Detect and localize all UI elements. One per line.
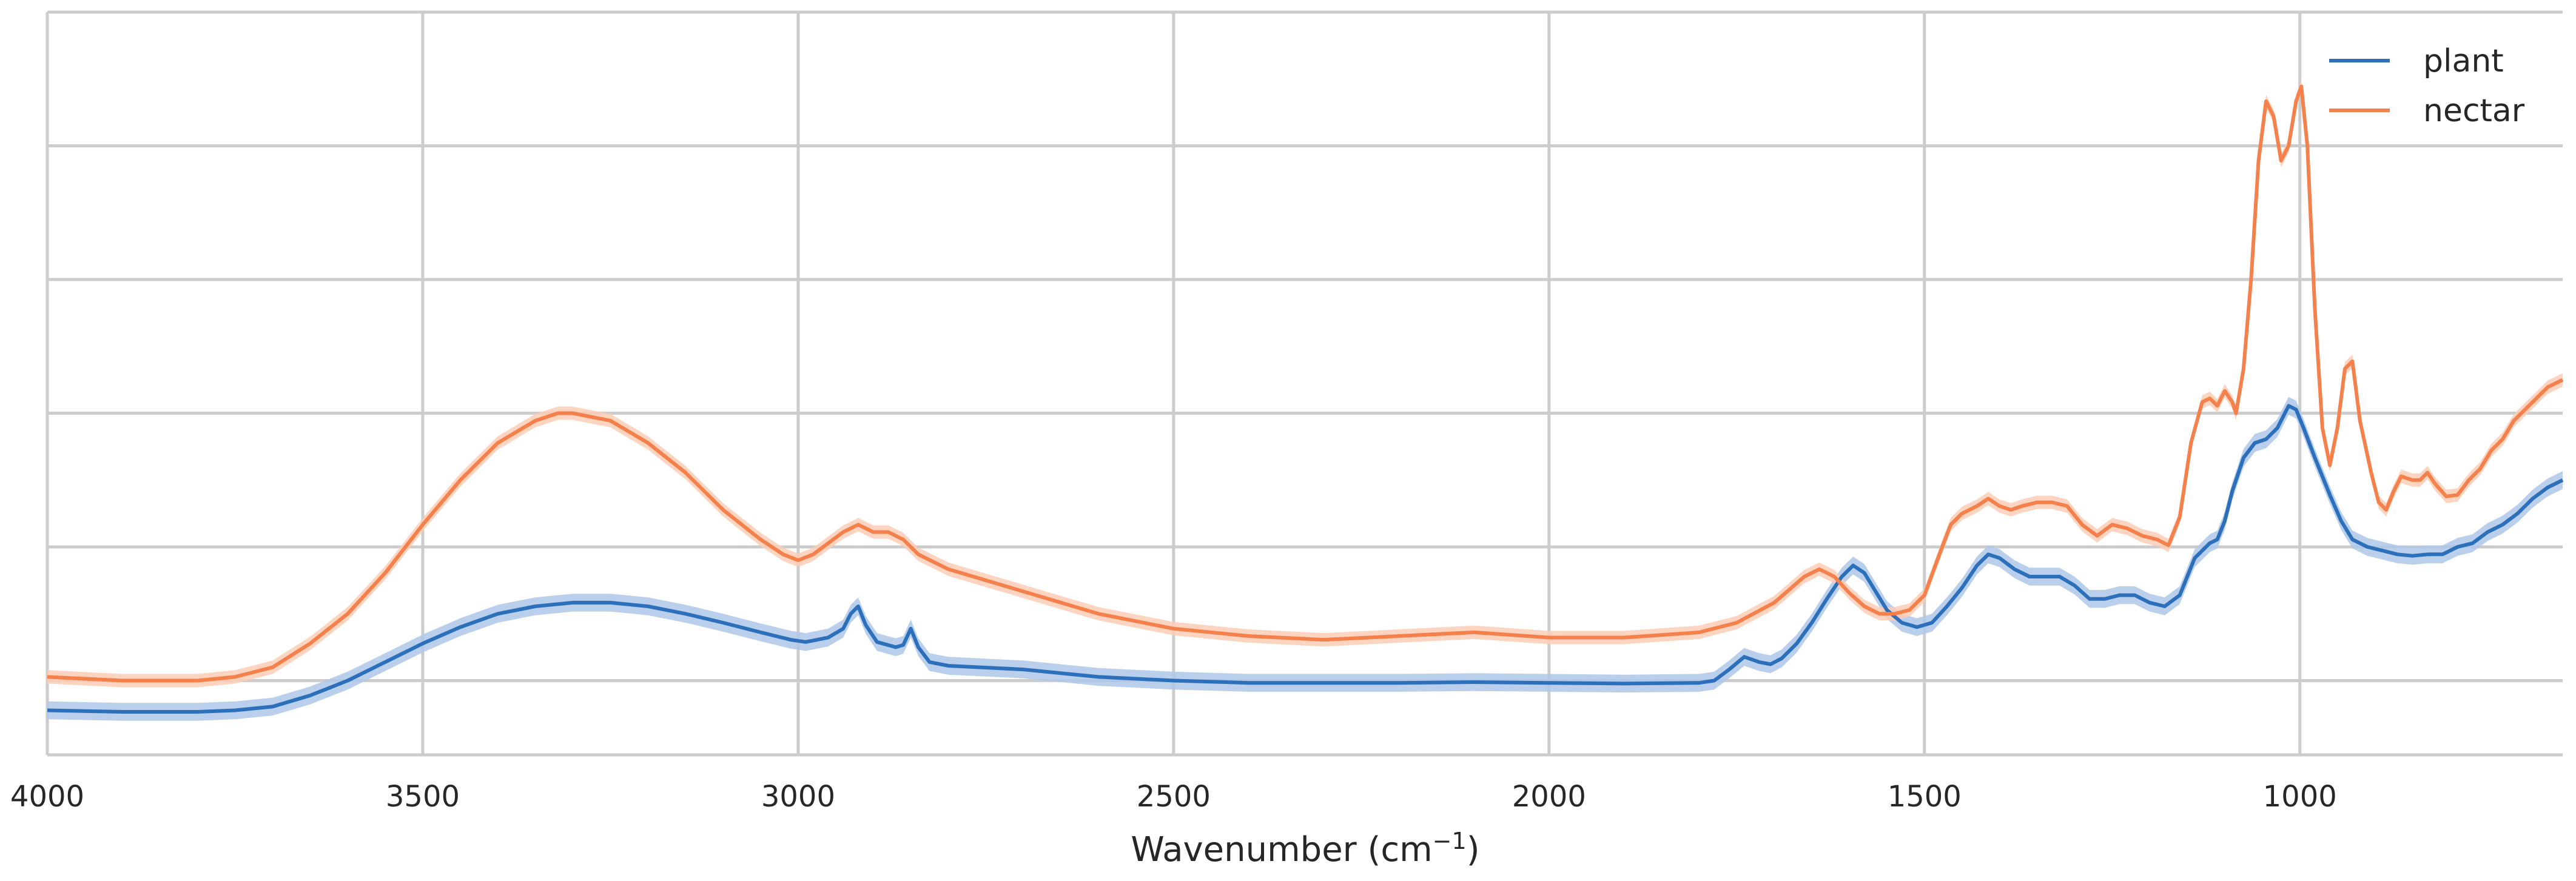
x-tick-label: 2000 xyxy=(1512,780,1586,814)
x-axis-label-superscript: −1 xyxy=(1433,828,1467,854)
legend: plant nectar xyxy=(2329,43,2525,129)
x-axis-label-main: Wavenumber (cm xyxy=(1131,830,1432,869)
x-tick-label: 1500 xyxy=(1888,780,1962,814)
line-nectar xyxy=(47,84,2564,683)
x-tick-labels: 4000 3500 3000 2500 2000 1500 1000 xyxy=(10,780,2337,814)
x-tick-label: 4000 xyxy=(10,780,84,814)
x-axis-label-suffix: ) xyxy=(1467,830,1480,869)
legend-label-plant: plant xyxy=(2423,43,2504,79)
x-tick-label: 2500 xyxy=(1137,780,1211,814)
grid-lines xyxy=(45,10,2563,755)
x-axis-label: Wavenumber (cm−1) xyxy=(1131,828,1479,869)
x-tick-label: 1000 xyxy=(2263,780,2337,814)
x-tick-label: 3000 xyxy=(761,780,835,814)
x-tick-label: 3500 xyxy=(386,780,460,814)
legend-label-nectar: nectar xyxy=(2423,93,2525,129)
series-lines xyxy=(47,84,2564,714)
band-nectar xyxy=(47,79,2563,688)
confidence-bands xyxy=(47,79,2563,721)
line-plant xyxy=(47,404,2564,714)
band-plant xyxy=(47,397,2563,721)
